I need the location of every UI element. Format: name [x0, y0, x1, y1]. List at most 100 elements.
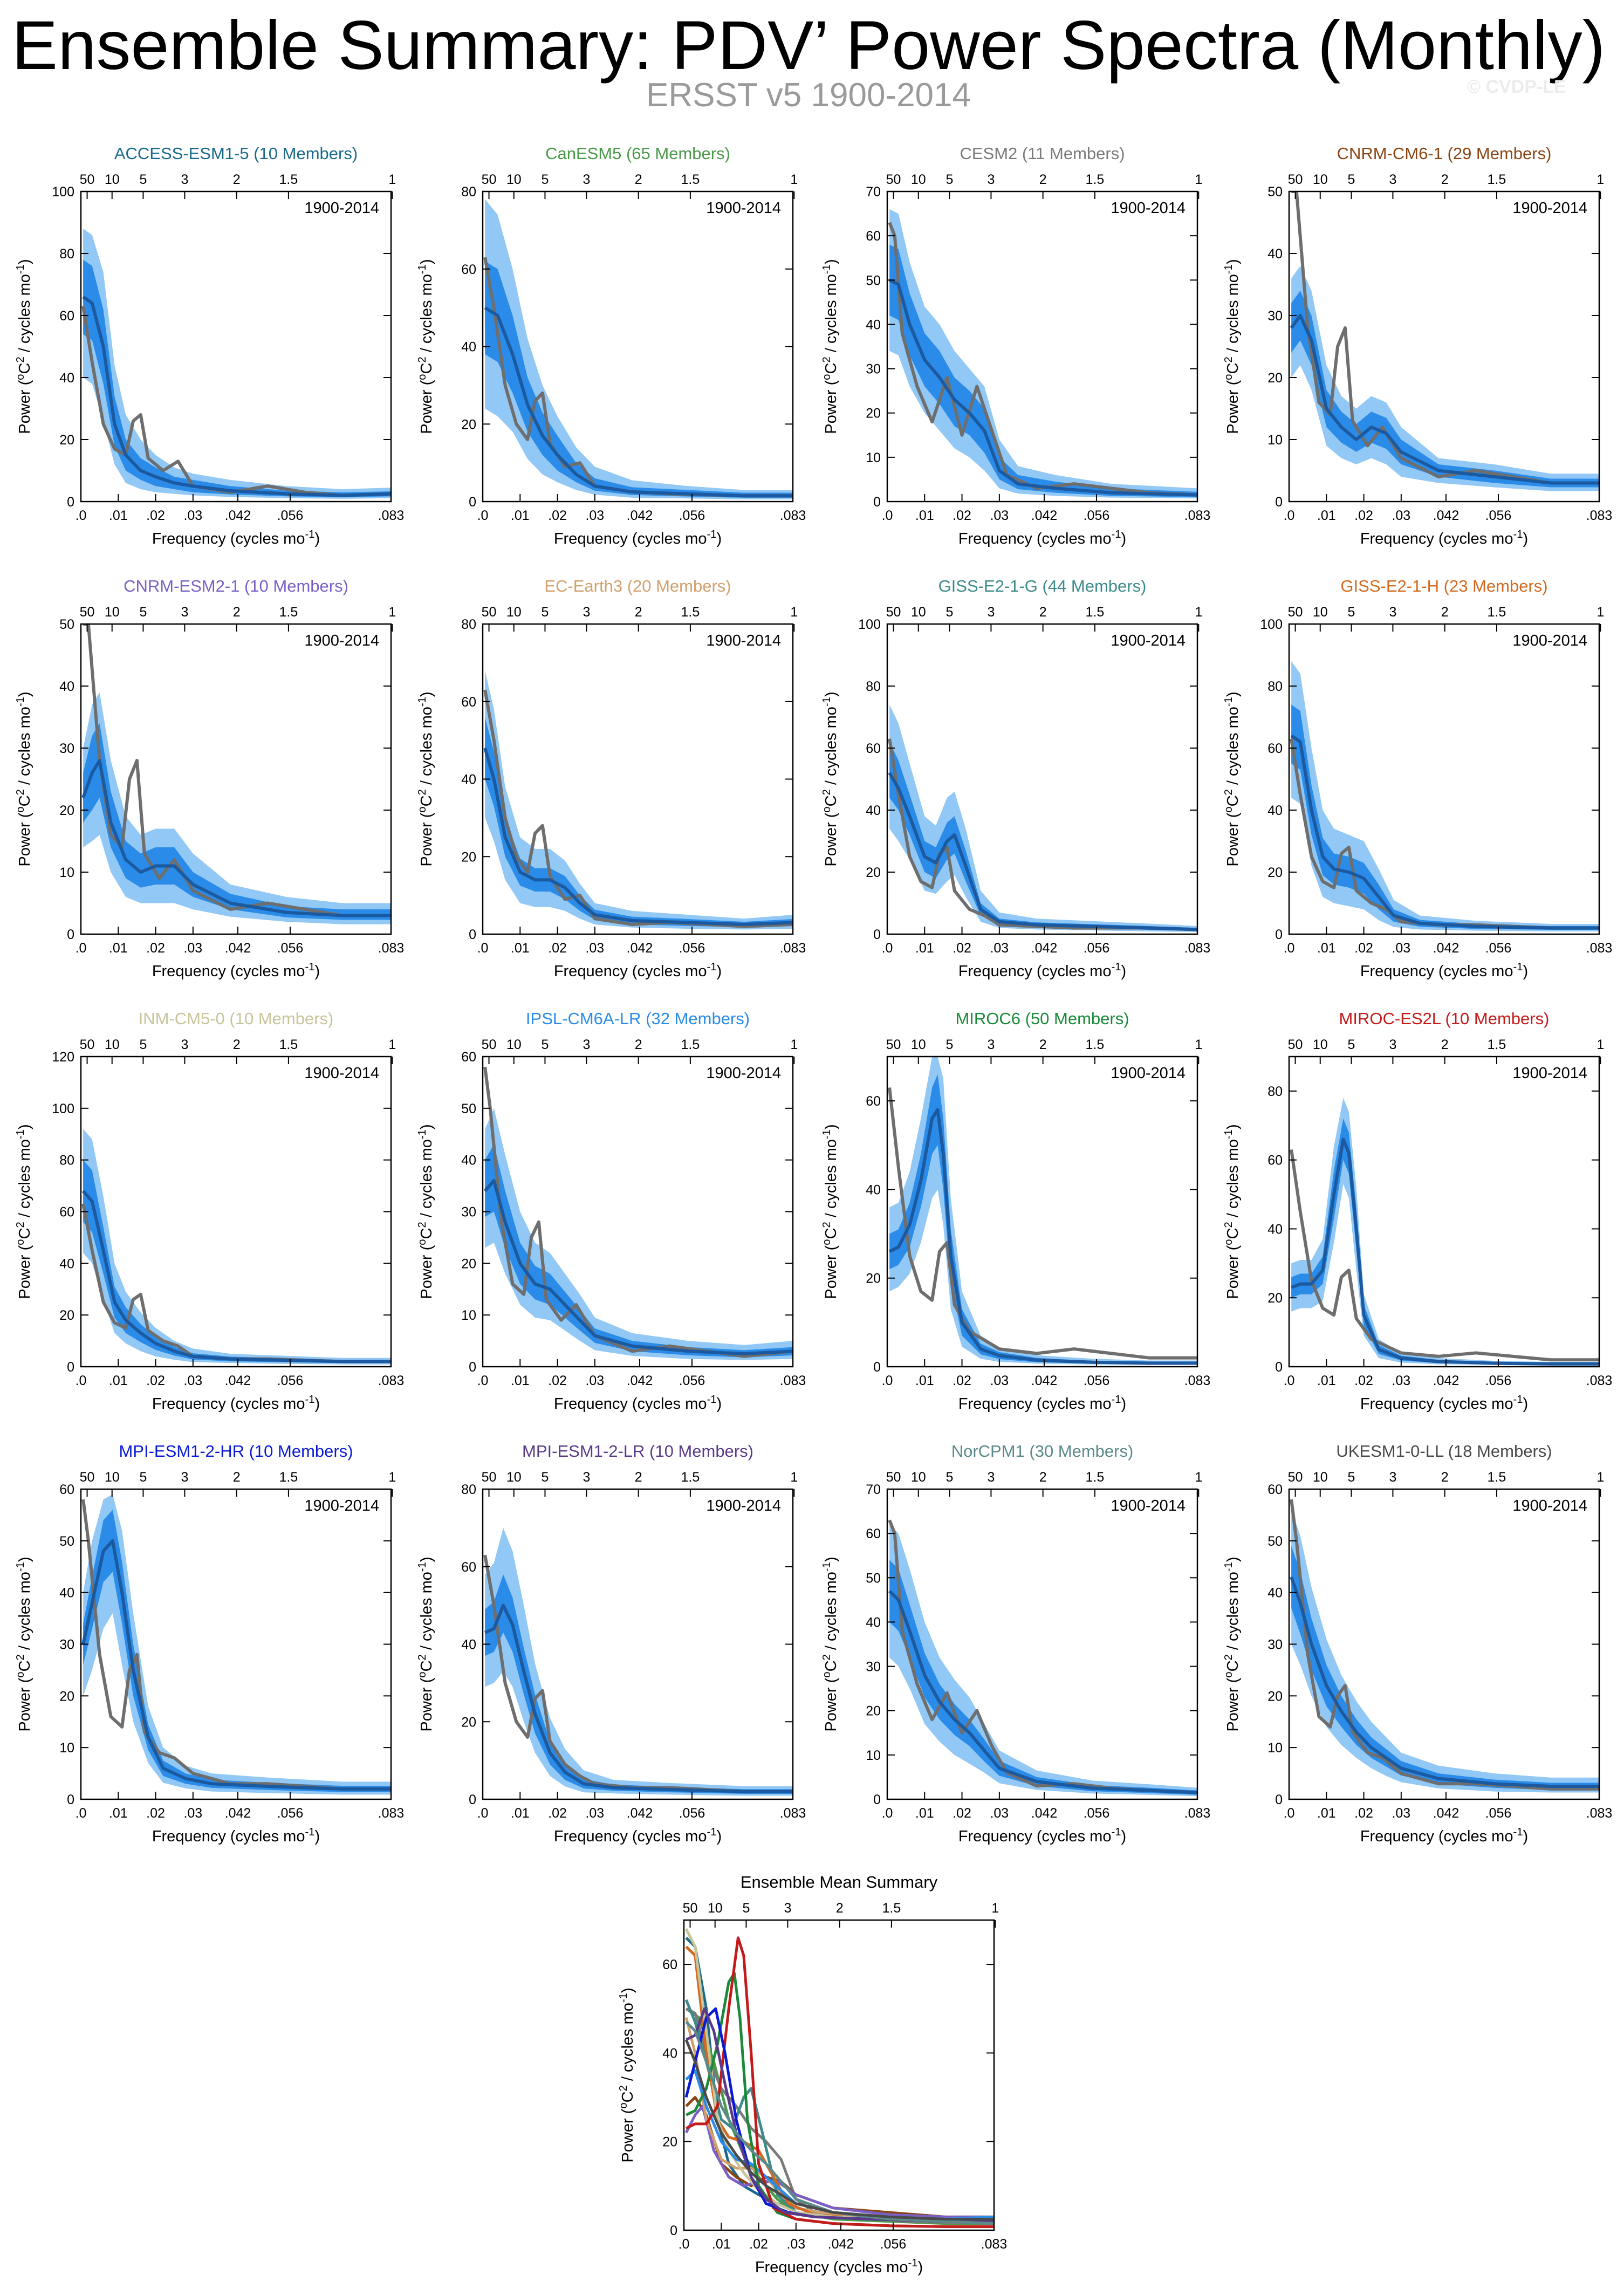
x-axis-label: Frequency (cycles mo-1) [958, 1826, 1126, 1845]
top-tick-label: 5 [542, 172, 549, 187]
x-tick-label: .083 [1184, 1806, 1211, 1821]
x-tick-label: .01 [1317, 1373, 1336, 1388]
x-tick-label: .0 [477, 941, 489, 956]
top-tick-label: 50 [482, 172, 497, 187]
y-tick-label: 30 [59, 741, 74, 756]
x-tick-label: .0 [1284, 508, 1295, 523]
ensemble-outer-band [889, 704, 1197, 932]
y-axis-label: Power (oC2 / cycles mo-1) [15, 259, 33, 434]
ensemble-inner-band [889, 1560, 1197, 1795]
y-tick-label: 0 [469, 495, 476, 510]
plot-area [1290, 1499, 1599, 1793]
x-tick-label: .042 [1031, 1806, 1058, 1821]
top-tick-label: 50 [482, 1037, 497, 1052]
x-tick-label: .0 [76, 1806, 87, 1821]
plot-area [483, 1527, 793, 1796]
y-axis-label: Power (oC2 / cycles mo-1) [821, 1124, 840, 1299]
panel-frame [1288, 1056, 1600, 1368]
y-tick-label: 20 [866, 406, 881, 421]
top-tick-label: 10 [911, 605, 926, 620]
y-tick-label: 100 [858, 617, 881, 632]
top-tick-label: 5 [1348, 1470, 1355, 1485]
y-tick-label: 30 [1267, 1637, 1283, 1653]
panel-title: CNRM-CM6-1 (29 Members) [1337, 144, 1552, 163]
y-tick-label: 0 [873, 1792, 881, 1807]
x-tick-label: .01 [915, 1806, 934, 1821]
x-tick-label: .03 [990, 508, 1009, 523]
x-tick-label: .042 [627, 1806, 653, 1821]
top-tick-label: 5 [1348, 1037, 1355, 1052]
period-label: 1900-2014 [1111, 1065, 1186, 1082]
panel-title: Ensemble Mean Summary [741, 1873, 938, 1891]
y-tick-label: 20 [461, 1715, 476, 1730]
y-tick-label: 30 [1267, 309, 1283, 324]
plot-area [1290, 661, 1599, 931]
x-tick-label: .056 [277, 941, 304, 956]
x-tick-label: .083 [1586, 508, 1613, 523]
x-tick-label: .02 [146, 1373, 165, 1388]
top-tick-label: 1.5 [1487, 1470, 1506, 1485]
y-tick-label: 40 [461, 1153, 476, 1168]
y-tick-label: 0 [873, 927, 881, 942]
x-tick-label: .01 [1317, 508, 1336, 523]
top-tick-label: 5 [946, 605, 954, 620]
x-tick-label: .042 [1031, 941, 1058, 956]
period-label: 1900-2014 [304, 632, 379, 649]
plot-area [1290, 191, 1599, 491]
x-tick-label: .042 [225, 1373, 251, 1388]
x-tick-label: .042 [1433, 508, 1460, 523]
top-tick-label: 1.5 [681, 605, 700, 620]
period-label: 1900-2014 [304, 1497, 379, 1514]
top-tick-label: 50 [80, 1470, 95, 1485]
top-tick-label: 5 [140, 605, 147, 620]
x-tick-label: .056 [1084, 508, 1110, 523]
x-tick-label: .0 [76, 508, 87, 523]
y-tick-label: 60 [461, 1050, 476, 1065]
y-tick-label: 40 [461, 1637, 476, 1653]
x-tick-label: .0 [477, 1806, 489, 1821]
panel-frame [886, 1056, 1198, 1368]
x-tick-label: .03 [183, 1806, 202, 1821]
x-axis-label: Frequency (cycles mo-1) [554, 1826, 722, 1845]
y-tick-label: 0 [1275, 927, 1283, 942]
panel-title: MPI-ESM1-2-HR (10 Members) [119, 1442, 353, 1461]
spectrum-panel: UKESM1-0-LL (18 Members) .0 .01 .02 .03 .042.… [1223, 1442, 1612, 1845]
x-tick-label: .0 [1284, 1373, 1295, 1388]
x-tick-label: .056 [1485, 1373, 1512, 1388]
top-tick-label: 1 [790, 1470, 798, 1485]
top-tick-label: 3 [987, 172, 995, 187]
x-tick-label: .056 [1485, 1806, 1512, 1821]
ensemble-outer-band [83, 692, 391, 924]
ensemble-mean-line [1290, 1576, 1599, 1788]
top-tick-label: 50 [886, 172, 901, 187]
y-tick-label: 40 [59, 371, 74, 386]
x-tick-label: .056 [679, 1806, 705, 1821]
x-tick-label: .03 [990, 1373, 1009, 1388]
y-tick-label: 100 [1260, 617, 1283, 632]
y-tick-label: 20 [59, 803, 74, 818]
panel-frame [80, 623, 392, 935]
x-tick-label: .03 [1392, 1373, 1410, 1388]
plot-area [81, 624, 391, 924]
y-tick-label: 0 [67, 495, 74, 510]
top-tick-label: 10 [506, 605, 522, 620]
top-tick-label: 2 [1441, 1037, 1449, 1052]
x-tick-label: .056 [277, 1806, 304, 1821]
period-label: 1900-2014 [1512, 1065, 1587, 1082]
x-tick-label: .083 [378, 508, 405, 523]
top-tick-label: 3 [784, 1901, 791, 1916]
top-tick-label: 1 [1195, 1470, 1202, 1485]
top-tick-label: 2 [233, 1037, 241, 1052]
observed-spectrum-line [888, 738, 1197, 931]
observed-spectrum-line [1290, 1499, 1599, 1791]
panel-frame [1288, 190, 1600, 503]
y-tick-label: 0 [670, 2223, 677, 2238]
ensemble-inner-band [1291, 1119, 1599, 1365]
y-tick-label: 20 [1267, 1689, 1283, 1704]
panel-title: GISS-E2-1-H (23 Members) [1340, 577, 1547, 595]
top-tick-label: 1.5 [681, 172, 700, 187]
y-tick-label: 80 [461, 184, 476, 200]
x-tick-label: .083 [981, 2237, 1008, 2252]
ensemble-outer-band [889, 1524, 1197, 1797]
panel-frame [1288, 1488, 1600, 1800]
